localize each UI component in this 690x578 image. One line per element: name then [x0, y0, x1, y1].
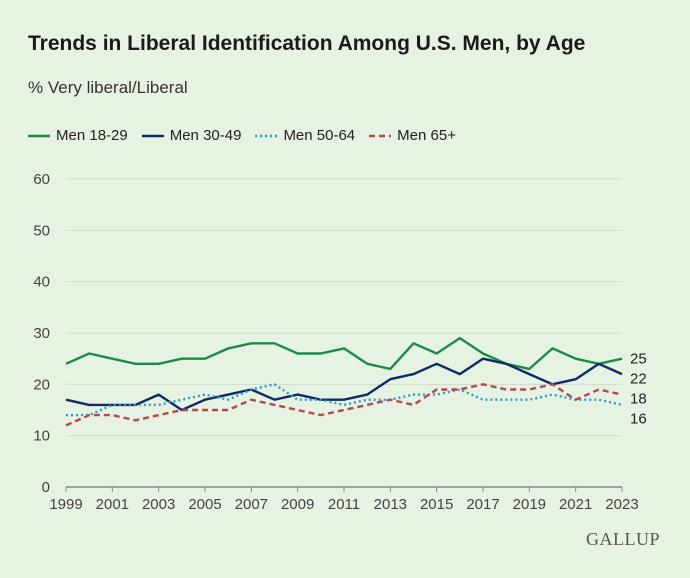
y-tick-label: 60 [33, 171, 50, 188]
series-line-1 [65, 357, 623, 412]
end-value-label: 16 [630, 411, 647, 428]
x-tick-label: 2007 [235, 496, 268, 513]
series-line-0 [65, 336, 623, 371]
legend: Men 18-29 Men 30-49 Men 50-64 Men 65+ [28, 127, 456, 144]
x-tick-label: 2009 [281, 496, 314, 513]
legend-label: Men 30-49 [169, 127, 242, 144]
y-tick-label: 10 [33, 428, 50, 445]
y-tick-label: 40 [33, 274, 50, 291]
end-value-label: 18 [630, 391, 647, 408]
y-tick-label: 20 [33, 376, 50, 393]
legend-label: Men 65+ [397, 127, 456, 144]
y-tick-label: 30 [33, 325, 50, 342]
x-tick-label: 2013 [374, 496, 407, 513]
x-tick-label: 2015 [420, 496, 453, 513]
legend-swatch-men-50-64 [255, 134, 278, 137]
x-tick-label: 2019 [513, 496, 546, 513]
legend-item-men-50-64: Men 50-64 [255, 127, 355, 144]
x-tick-label: 2023 [605, 496, 638, 513]
x-tick-label: 2001 [96, 496, 129, 513]
legend-swatch-men-30-49 [141, 134, 164, 137]
legend-label: Men 50-64 [283, 127, 356, 144]
end-value-label: 25 [630, 351, 647, 368]
end-value-label: 22 [630, 371, 647, 388]
legend-swatch-men-18-29 [28, 134, 50, 137]
chart-subtitle: % Very liberal/Liberal [28, 78, 188, 97]
x-tick-label: 2003 [142, 496, 175, 513]
x-tick-label: 2005 [188, 496, 221, 513]
x-tick-label: 1999 [49, 496, 82, 513]
x-tick-label: 2017 [466, 496, 499, 513]
chart-title: Trends in Liberal Identification Among U… [28, 32, 586, 55]
legend-item-men-30-49: Men 30-49 [141, 127, 242, 144]
y-tick-label: 0 [42, 479, 50, 496]
legend-item-men-65-plus: Men 65+ [369, 127, 456, 144]
x-tick-label: 2011 [328, 496, 360, 513]
gallup-logo: GALLUP [586, 529, 660, 549]
x-tick-label: 2021 [559, 496, 592, 513]
legend-swatch-men-65-plus [369, 134, 392, 137]
y-tick-label: 50 [33, 222, 50, 239]
legend-label: Men 18-29 [56, 127, 128, 144]
legend-item-men-18-29: Men 18-29 [28, 127, 128, 144]
